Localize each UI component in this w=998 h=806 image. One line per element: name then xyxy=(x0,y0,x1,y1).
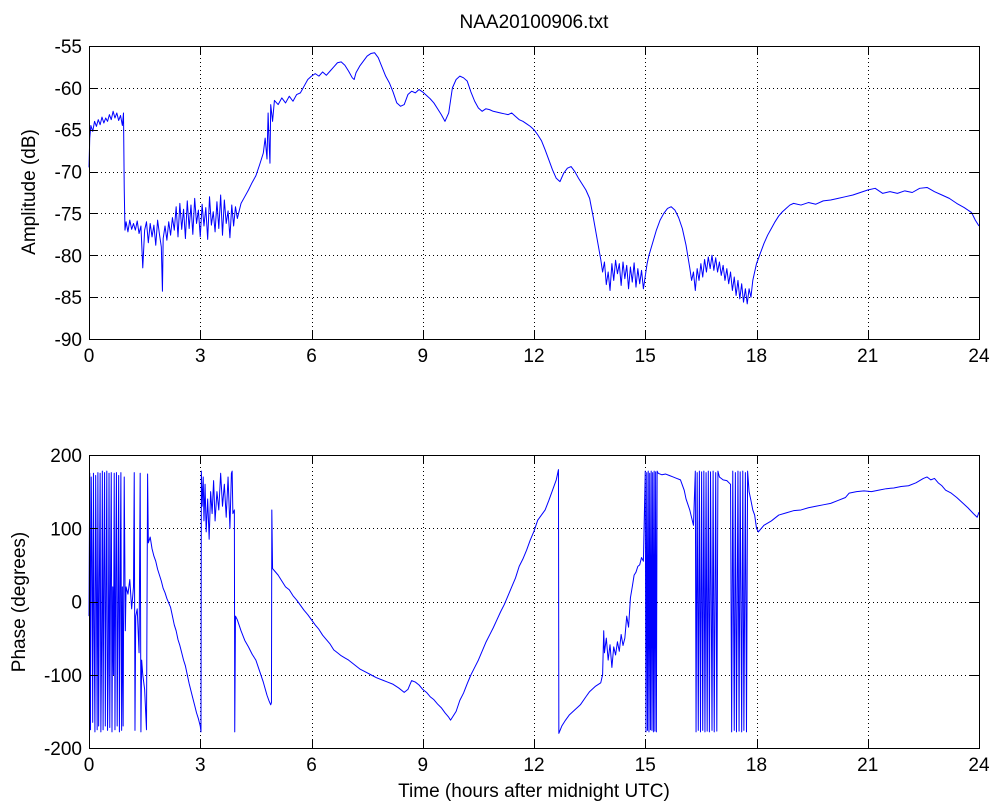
phase-x-tick-label: 3 xyxy=(195,755,206,776)
amplitude-x-tick-label: 15 xyxy=(635,346,656,367)
phase-y-tick-label: -200 xyxy=(44,739,82,760)
amplitude-x-tick-label: 9 xyxy=(417,346,428,367)
phase-x-tick-label: 9 xyxy=(417,755,428,776)
amplitude-y-tick-label: -70 xyxy=(55,163,82,184)
amplitude-series-line xyxy=(88,52,980,305)
phase-y-axis-label: Phase (degrees) xyxy=(9,532,30,672)
phase-y-tick-label: 0 xyxy=(71,593,82,614)
chart-title: NAA20100906.txt xyxy=(460,12,610,33)
phase-series-line xyxy=(88,469,980,734)
phase-x-tick-label: 18 xyxy=(746,755,767,776)
amplitude-x-tick-label: 18 xyxy=(746,346,767,367)
amplitude-x-tick-label: 21 xyxy=(857,346,878,367)
amplitude-x-tick-label: 24 xyxy=(968,346,990,367)
amplitude-x-tick-label: 0 xyxy=(84,346,95,367)
amplitude-y-axis-label: Amplitude (dB) xyxy=(19,129,40,255)
phase-y-tick-label: 200 xyxy=(50,446,82,467)
phase-x-tick-label: 15 xyxy=(635,755,656,776)
amplitude-y-tick-label: -80 xyxy=(55,246,82,267)
amplitude-y-tick-label: -55 xyxy=(55,37,82,58)
phase-x-tick-label: 12 xyxy=(523,755,544,776)
amplitude-axes: 0 3 6 9 12 15 18 21 24 -90 -85 -80 -75 -70 -65 -60 -55 xyxy=(55,37,990,367)
amplitude-x-tick-label: 3 xyxy=(195,346,206,367)
amplitude-y-tick-label: -65 xyxy=(55,121,82,142)
phase-axes: 0 3 6 9 12 15 18 21 24 -200 -100 0 100 200 xyxy=(44,446,990,776)
x-axis-label: Time (hours after midnight UTC) xyxy=(398,781,670,802)
phase-x-tick-label: 21 xyxy=(857,755,878,776)
amplitude-y-tick-label: -85 xyxy=(55,288,82,309)
phase-x-tick-label: 24 xyxy=(968,755,990,776)
phase-y-tick-label: 100 xyxy=(50,519,82,540)
phase-x-tick-label: 6 xyxy=(306,755,317,776)
amplitude-x-tick-label: 12 xyxy=(523,346,544,367)
amplitude-y-tick-label: -75 xyxy=(55,204,82,225)
phase-x-tick-label: 0 xyxy=(84,755,95,776)
phase-y-tick-label: -100 xyxy=(44,666,82,687)
amplitude-y-tick-label: -90 xyxy=(55,330,82,351)
amplitude-y-tick-label: -60 xyxy=(55,79,82,100)
amplitude-x-tick-label: 6 xyxy=(306,346,317,367)
